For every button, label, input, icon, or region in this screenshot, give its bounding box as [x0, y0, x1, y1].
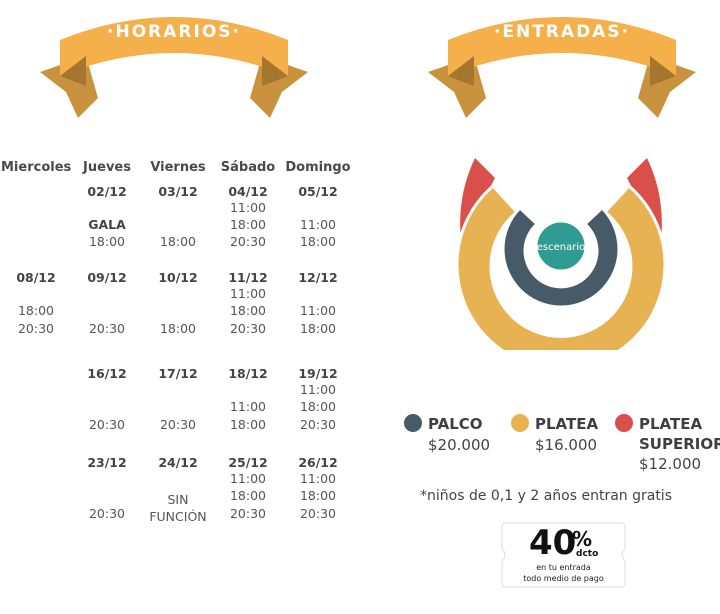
- time: 18:00: [299, 488, 337, 503]
- time: 20:30: [299, 506, 337, 521]
- time: 18:00: [159, 321, 197, 336]
- header-jueves: Jueves: [83, 160, 131, 175]
- palco-label: PALCO: [428, 415, 483, 433]
- coupon-line1: en tu entrada: [536, 563, 591, 572]
- stage-circle: [534, 219, 588, 273]
- time: 20:30: [88, 321, 126, 336]
- time: 18:00: [159, 234, 197, 249]
- time: 20:30: [299, 417, 337, 432]
- date-12-12: 12/12: [298, 270, 338, 285]
- date-11-12: 11/12: [228, 270, 268, 285]
- header-domingo: Domingo: [285, 160, 351, 175]
- time: 20:30: [88, 417, 126, 432]
- coupon-unit: dcto: [576, 549, 599, 559]
- time: 20:30: [88, 506, 126, 521]
- time: 11:00: [299, 217, 337, 232]
- time: 11:00: [229, 471, 267, 486]
- date-19-12: 19/12: [298, 366, 338, 381]
- discount-coupon: 40 % dcto en tu entrada todo medio de pa…: [500, 521, 627, 589]
- platea-superior-dot: [615, 414, 633, 432]
- header-sabado: Sábado: [220, 160, 276, 175]
- date-03-12: 03/12: [158, 184, 198, 199]
- stage-label: escenario: [537, 242, 586, 253]
- children-free-note: *niños de 0,1 y 2 años entran gratis: [420, 488, 672, 504]
- no-show-label: SIN: [167, 492, 189, 507]
- time: 11:00: [299, 382, 337, 397]
- time: 20:30: [159, 417, 197, 432]
- time: 18:00: [299, 234, 337, 249]
- horarios-ribbon: ·HORARIOS·: [38, 0, 310, 125]
- platea-price: $16.000: [535, 436, 598, 454]
- seating-map: escenario: [455, 158, 667, 350]
- time: 11:00: [229, 200, 267, 215]
- platea-superior-price: $12.000: [639, 455, 702, 473]
- coupon-percent-sign: %: [572, 527, 593, 551]
- date-16-12: 16/12: [87, 366, 127, 381]
- entradas-ribbon: ·ENTRADAS·: [426, 0, 698, 125]
- time: 11:00: [299, 303, 337, 318]
- date-09-12: 09/12: [87, 270, 127, 285]
- time: 11:00: [229, 286, 267, 301]
- time: 11:00: [229, 399, 267, 414]
- time: 18:00: [17, 303, 55, 318]
- date-23-12: 23/12: [87, 455, 127, 470]
- time: 11:00: [299, 471, 337, 486]
- date-18-12: 18/12: [228, 366, 268, 381]
- horarios-title: ·HORARIOS·: [107, 22, 241, 42]
- entradas-title: ·ENTRADAS·: [493, 22, 631, 42]
- platea-section: [455, 183, 667, 350]
- time: 18:00: [299, 399, 337, 414]
- platea-superior-right: [601, 158, 662, 336]
- time: 20:30: [17, 321, 55, 336]
- time: 20:30: [229, 321, 267, 336]
- time: 18:00: [229, 417, 267, 432]
- date-24-12: 24/12: [158, 455, 198, 470]
- platea-dot: [511, 414, 529, 432]
- time: 18:00: [229, 488, 267, 503]
- time: 20:30: [229, 234, 267, 249]
- date-17-12: 17/12: [158, 366, 198, 381]
- coupon-line2: todo medio de pago: [523, 574, 604, 583]
- date-10-12: 10/12: [158, 270, 198, 285]
- date-04-12: 04/12: [228, 184, 268, 199]
- date-25-12: 25/12: [228, 455, 268, 470]
- header-viernes: Viernes: [150, 160, 206, 175]
- palco-dot: [404, 414, 422, 432]
- platea-label: PLATEA: [535, 415, 599, 433]
- date-02-12: 02/12: [87, 184, 127, 199]
- time: 18:00: [229, 217, 267, 232]
- coupon-percent: 40: [529, 523, 577, 563]
- gala-label: GALA: [88, 217, 126, 232]
- platea-superior-label-2: SUPERIOR: [639, 435, 720, 453]
- time: 18:00: [299, 321, 337, 336]
- platea-superior-label-1: PLATEA: [639, 415, 703, 433]
- date-08-12: 08/12: [16, 270, 56, 285]
- header-miercoles: Miercoles: [1, 160, 72, 175]
- time: 18:00: [88, 234, 126, 249]
- palco-section: [501, 205, 621, 309]
- time: 20:30: [229, 506, 267, 521]
- no-show-label: FUNCIÓN: [149, 509, 207, 524]
- date-05-12: 05/12: [298, 184, 338, 199]
- platea-superior-left: [460, 158, 521, 336]
- date-26-12: 26/12: [298, 455, 338, 470]
- palco-price: $20.000: [428, 436, 491, 454]
- time: 18:00: [229, 303, 267, 318]
